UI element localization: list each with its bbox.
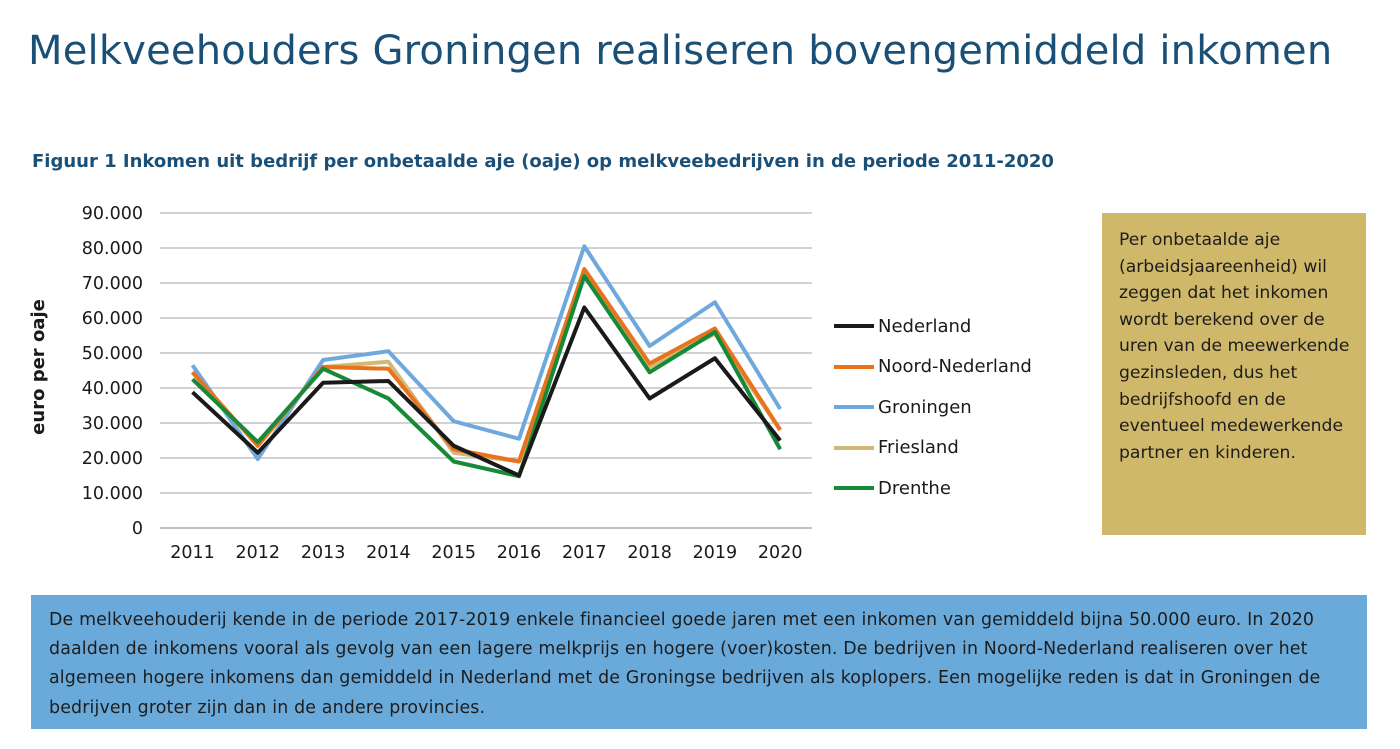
legend-swatch xyxy=(834,486,874,491)
page-title: Melkveehouders Groningen realiseren bove… xyxy=(28,28,1333,74)
x-tick-label: 2016 xyxy=(497,543,542,563)
series-lines xyxy=(190,244,782,479)
series-line-groningen xyxy=(190,244,782,462)
summary-box: De melkveehouderij kende in de periode 2… xyxy=(31,595,1367,729)
x-tick-label: 2020 xyxy=(758,543,803,563)
series-line-nederland xyxy=(191,305,782,478)
legend-label: Nederland xyxy=(878,315,972,337)
series-line-friesland xyxy=(191,274,782,464)
x-axis-tick-labels: 2011 2012 2013 2014 2015 2016 2017 2018 2019 2020 xyxy=(170,543,802,563)
legend-swatch xyxy=(834,324,874,329)
figure-caption: Figuur 1 Inkomen uit bedrijf per onbetaa… xyxy=(32,151,1054,172)
x-tick-label: 2018 xyxy=(627,543,672,563)
legend-item: Groningen xyxy=(834,387,1032,428)
y-axis-label: euro per oaje xyxy=(28,299,49,435)
y-tick-label: 90.000 xyxy=(82,204,143,224)
legend-label: Friesland xyxy=(878,437,959,459)
x-tick-label: 2013 xyxy=(301,543,346,563)
y-tick-label: 0 xyxy=(132,519,143,539)
note-text: Per onbetaalde aje (arbeidsjaareenheid) … xyxy=(1119,230,1350,463)
y-tick-label: 20.000 xyxy=(82,449,143,469)
legend-item: Nederland xyxy=(834,306,1032,347)
legend-item: Drenthe xyxy=(834,468,1032,509)
legend-item: Friesland xyxy=(834,428,1032,469)
note-box: Per onbetaalde aje (arbeidsjaareenheid) … xyxy=(1102,213,1366,535)
y-tick-label: 30.000 xyxy=(82,414,143,434)
y-tick-label: 50.000 xyxy=(82,344,143,364)
y-tick-label: 10.000 xyxy=(82,484,143,504)
y-tick-label: 40.000 xyxy=(82,379,143,399)
y-tick-label: 70.000 xyxy=(82,274,143,294)
legend-label: Groningen xyxy=(878,396,972,418)
x-tick-label: 2019 xyxy=(693,543,738,563)
summary-text: De melkveehouderij kende in de periode 2… xyxy=(49,610,1321,718)
x-tick-label: 2011 xyxy=(170,543,215,563)
legend-item: Noord-Nederland xyxy=(834,347,1032,388)
series-line-noord-nederland xyxy=(191,267,782,464)
legend-swatch xyxy=(834,445,874,450)
x-tick-label: 2014 xyxy=(366,543,411,563)
series-line-drenthe xyxy=(191,274,782,479)
y-tick-label: 60.000 xyxy=(82,309,143,329)
x-tick-label: 2017 xyxy=(562,543,607,563)
x-tick-label: 2012 xyxy=(236,543,281,563)
legend-swatch xyxy=(834,405,874,410)
x-tick-label: 2015 xyxy=(431,543,476,563)
gridlines xyxy=(160,212,812,529)
y-axis-tick-labels: 0 10.000 20.000 30.000 40.000 50.000 60.000 70.… xyxy=(82,204,143,539)
legend-label: Noord-Nederland xyxy=(878,356,1032,378)
legend: Nederland Noord-Nederland Groningen Friesla… xyxy=(834,306,1032,509)
legend-swatch xyxy=(834,364,874,369)
legend-label: Drenthe xyxy=(878,477,951,499)
y-tick-label: 80.000 xyxy=(82,239,143,259)
